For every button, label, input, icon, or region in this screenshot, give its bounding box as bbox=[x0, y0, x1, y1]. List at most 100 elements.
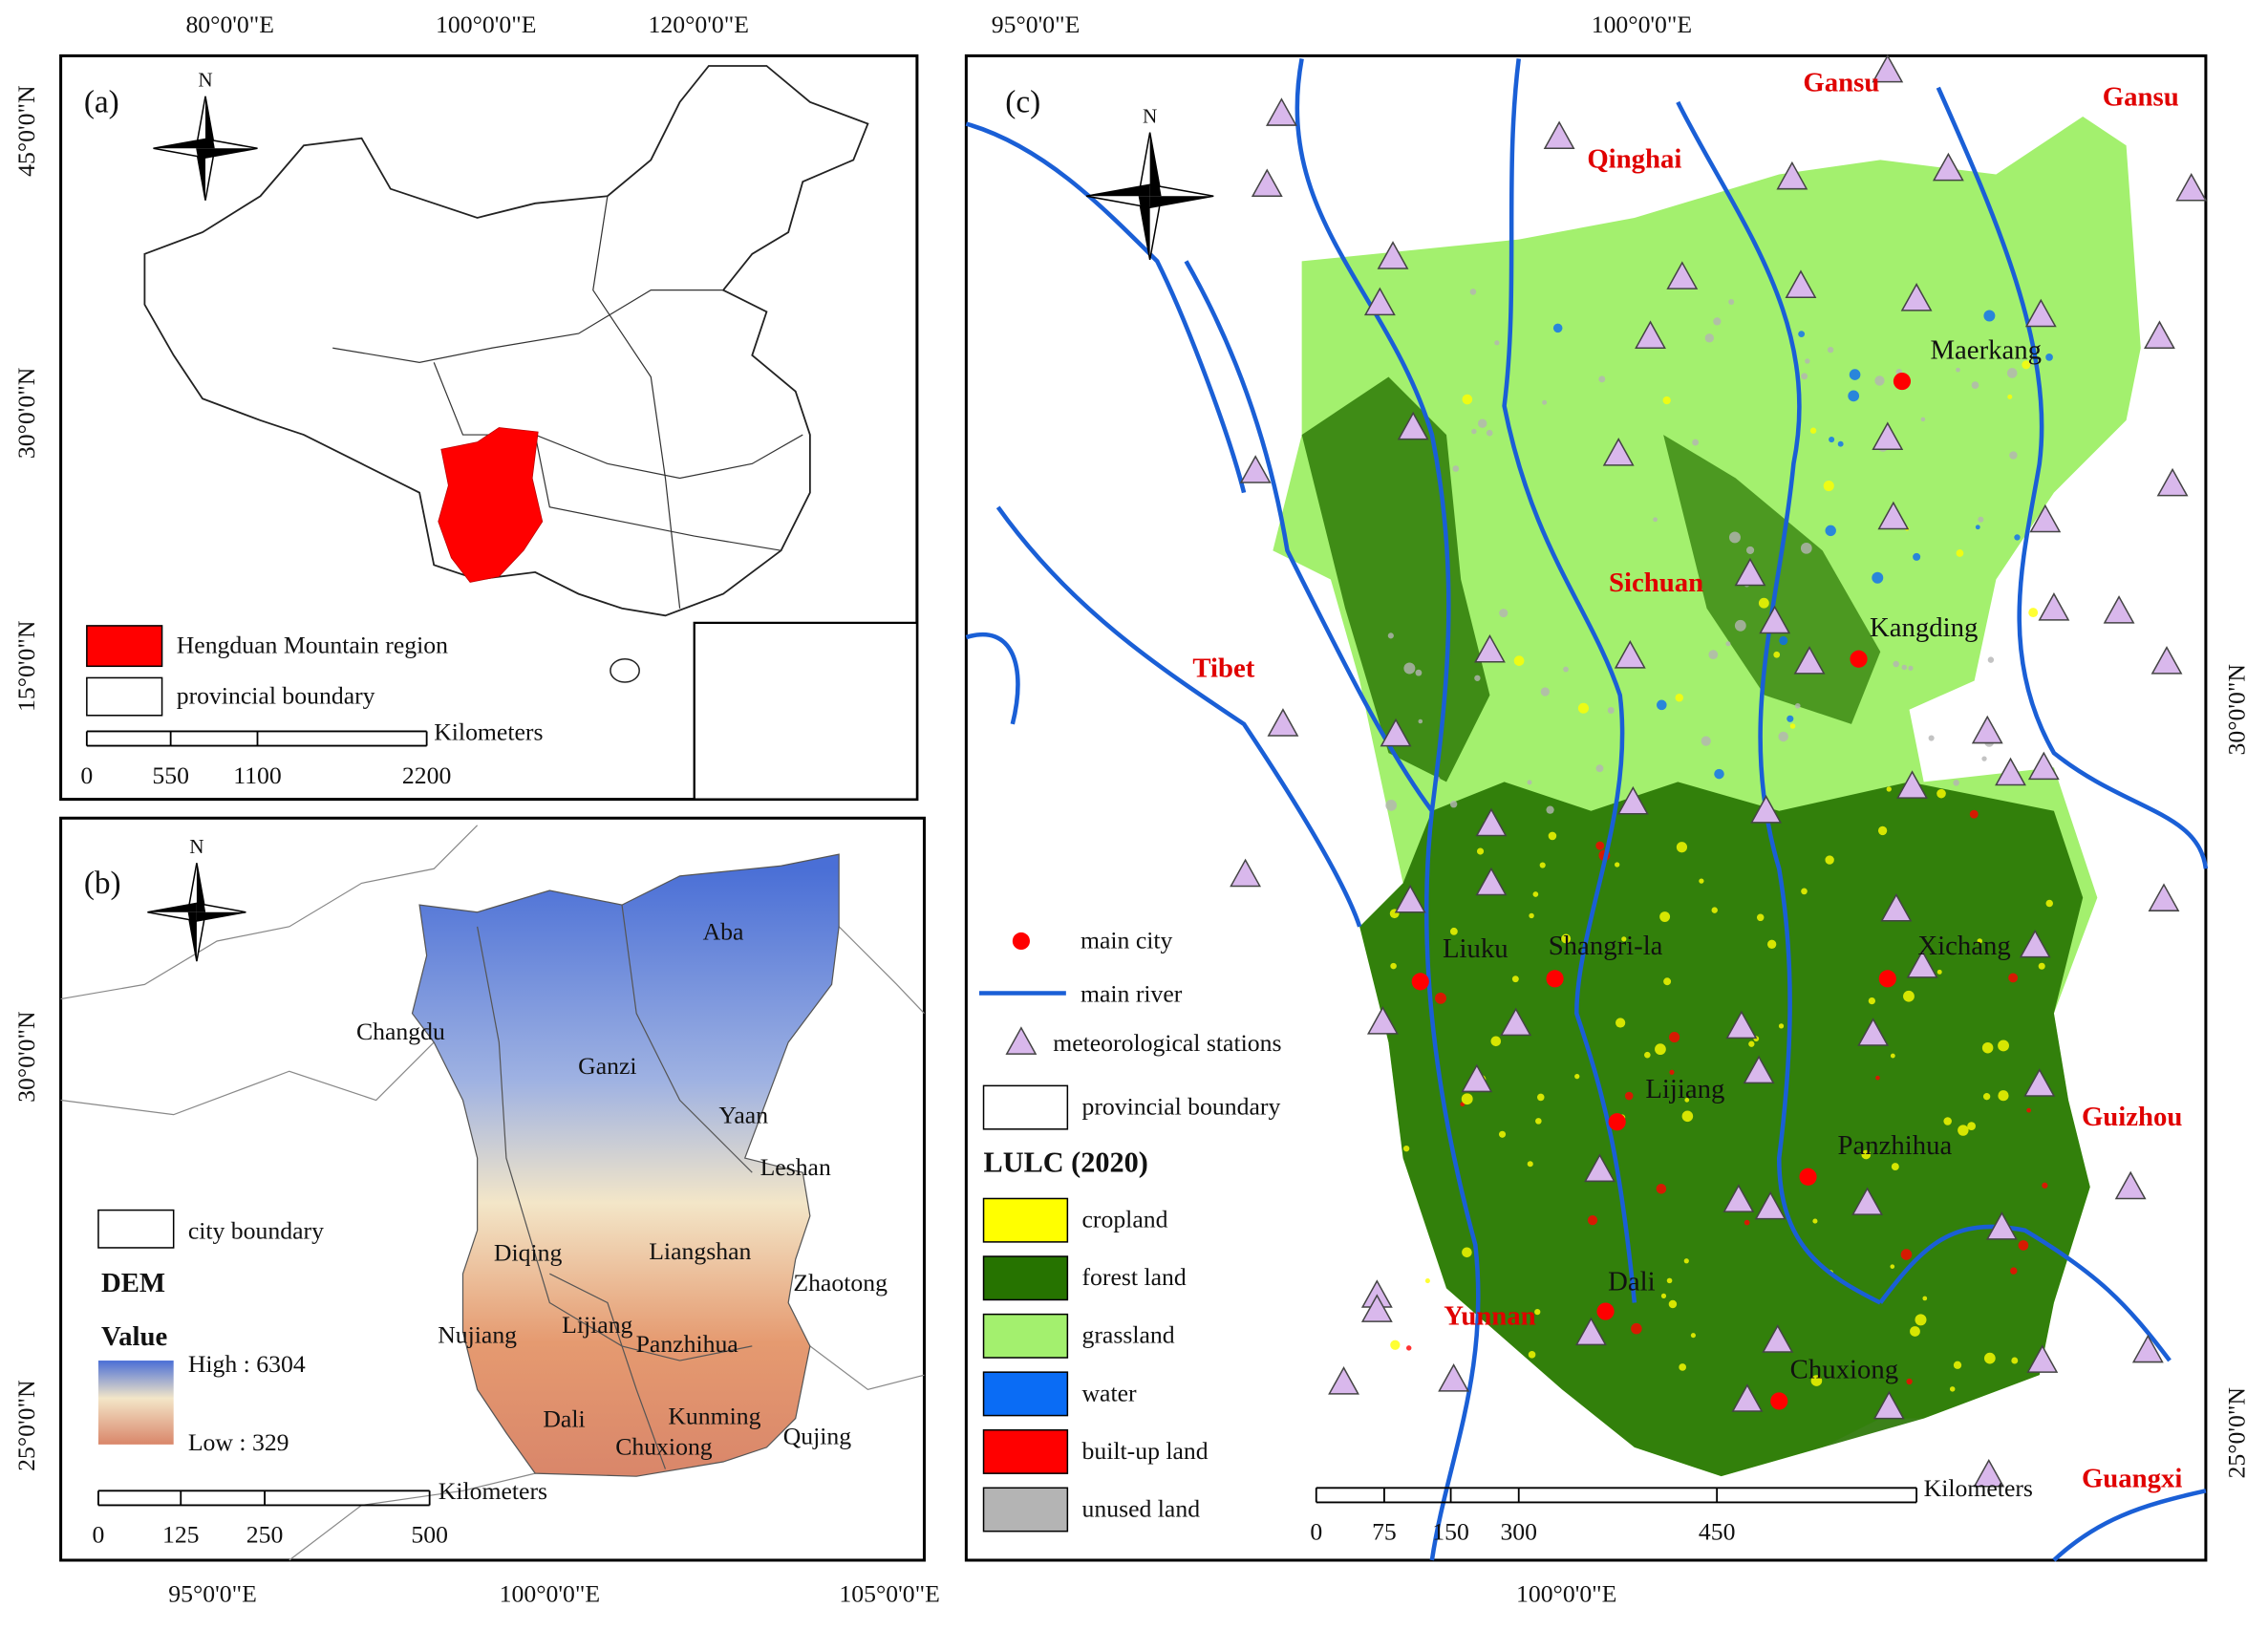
city-boundaries bbox=[838, 926, 925, 1015]
city-label: Kangding bbox=[1870, 612, 1978, 643]
station bbox=[2027, 751, 2060, 781]
place-label: Dali bbox=[543, 1405, 585, 1433]
lulc-speckle bbox=[1476, 847, 1485, 855]
scale-label: 1100 bbox=[233, 761, 281, 789]
station bbox=[1394, 884, 1426, 913]
lulc-speckle bbox=[1607, 707, 1615, 714]
x-tick-label: 95°0'0"E bbox=[992, 11, 1081, 38]
station bbox=[1731, 1383, 1764, 1412]
lulc-speckle bbox=[1656, 1184, 1667, 1194]
station bbox=[1266, 97, 1297, 126]
place-label: Panzhihua bbox=[636, 1330, 739, 1358]
legend-label: unused land bbox=[1081, 1494, 1200, 1522]
lulc-speckle bbox=[1449, 801, 1458, 808]
lulc-speckle bbox=[1462, 394, 1473, 405]
panel-a-frame bbox=[59, 54, 919, 802]
station bbox=[1793, 646, 1826, 675]
city-point bbox=[1411, 973, 1429, 991]
scale-label: 0 bbox=[1310, 1518, 1322, 1546]
province-lines bbox=[332, 289, 724, 363]
lulc-speckle bbox=[1452, 465, 1460, 472]
station bbox=[1877, 501, 1910, 530]
scale-label: 2200 bbox=[402, 761, 451, 789]
city-label: Panzhihua bbox=[1837, 1130, 1952, 1161]
lulc-speckle bbox=[1462, 1247, 1472, 1258]
y-tick-label: 45°0'0"N bbox=[12, 85, 40, 176]
city-boundaries bbox=[477, 926, 753, 1361]
province-label: Sichuan bbox=[1609, 568, 1703, 598]
province-lines bbox=[433, 362, 803, 480]
lulc-speckle bbox=[1872, 571, 1884, 584]
scale-label: 300 bbox=[1500, 1518, 1537, 1546]
lulc-speckle bbox=[1890, 1264, 1895, 1269]
lulc-speckle bbox=[2010, 1267, 2018, 1275]
legend-station bbox=[1005, 1026, 1038, 1055]
station bbox=[1906, 950, 1938, 978]
station bbox=[2026, 1344, 2059, 1373]
lulc-speckle bbox=[1675, 693, 1684, 702]
lulc-speckle bbox=[1655, 1043, 1666, 1056]
lulc-speckle bbox=[1681, 1110, 1694, 1123]
legend-swatch bbox=[982, 1371, 1069, 1417]
station bbox=[1872, 54, 1904, 83]
lulc-speckle bbox=[1998, 1040, 2009, 1052]
lulc-speckle bbox=[1728, 531, 1741, 544]
station bbox=[1377, 241, 1409, 269]
lulc-speckle bbox=[1773, 651, 1781, 658]
lulc-speckle bbox=[1725, 641, 1731, 647]
north-arrow bbox=[196, 911, 246, 921]
dem-region bbox=[411, 853, 840, 1477]
station bbox=[2024, 298, 2057, 328]
lulc-speckle bbox=[1552, 323, 1563, 333]
city-point bbox=[1596, 1302, 1615, 1320]
lulc-speckle bbox=[1679, 1363, 1687, 1371]
lulc-speckle bbox=[1631, 1322, 1642, 1335]
lulc-speckle bbox=[1949, 1386, 1956, 1392]
lulc-speckle bbox=[1561, 933, 1572, 944]
station bbox=[1666, 261, 1699, 289]
lulc-speckle bbox=[1490, 1036, 1502, 1047]
lulc-speckle bbox=[1901, 664, 1907, 671]
lulc-speckle bbox=[1449, 927, 1458, 935]
lulc-speckle bbox=[1928, 735, 1935, 741]
station bbox=[2148, 883, 2180, 911]
lulc-speckle bbox=[1829, 437, 1835, 443]
lulc-speckle bbox=[1981, 756, 1987, 761]
lulc-speckle bbox=[1711, 907, 1718, 913]
lulc-speckle bbox=[1469, 289, 1477, 295]
lulc-speckle bbox=[1745, 546, 1755, 554]
lulc-speckle bbox=[1875, 1075, 1880, 1081]
lulc-speckle bbox=[1539, 862, 1546, 868]
lulc-speckle bbox=[1810, 1375, 1823, 1386]
lulc-speckle bbox=[1683, 1258, 1689, 1264]
legend-swatch bbox=[86, 676, 163, 717]
place-label: Nujiang bbox=[438, 1321, 517, 1349]
lulc-speckle bbox=[1953, 780, 1959, 786]
station bbox=[1363, 287, 1396, 316]
scale-label: 250 bbox=[246, 1521, 284, 1549]
station bbox=[1857, 1018, 1890, 1046]
lulc-speckle bbox=[2038, 962, 2045, 970]
station bbox=[2175, 172, 2208, 202]
lulc-speckle bbox=[1837, 440, 1844, 447]
lulc-speckle bbox=[1548, 831, 1557, 841]
legend-swatch bbox=[86, 625, 163, 668]
lulc-speckle bbox=[1563, 666, 1569, 673]
panel-b-frame bbox=[59, 816, 926, 1562]
place-label: Changdu bbox=[356, 1018, 445, 1045]
lulc-speckle bbox=[1778, 1023, 1785, 1029]
lulc-speckle bbox=[1958, 1125, 1969, 1136]
province-label: Qinghai bbox=[1587, 144, 1681, 175]
lulc-speckle bbox=[1767, 939, 1777, 949]
lulc-speckle bbox=[1903, 990, 1915, 1002]
lulc-speckle bbox=[1668, 1299, 1678, 1309]
station bbox=[2038, 592, 2070, 621]
station bbox=[2114, 1170, 2147, 1200]
station bbox=[2150, 646, 2183, 675]
province-label: Gansu bbox=[1803, 67, 1879, 97]
lulc-speckle bbox=[1874, 375, 1885, 386]
lulc-speckle bbox=[1953, 1361, 1962, 1369]
city-point bbox=[1546, 970, 1564, 988]
lulc-speckle bbox=[1659, 911, 1671, 922]
lulc-speckle bbox=[1660, 1293, 1667, 1298]
